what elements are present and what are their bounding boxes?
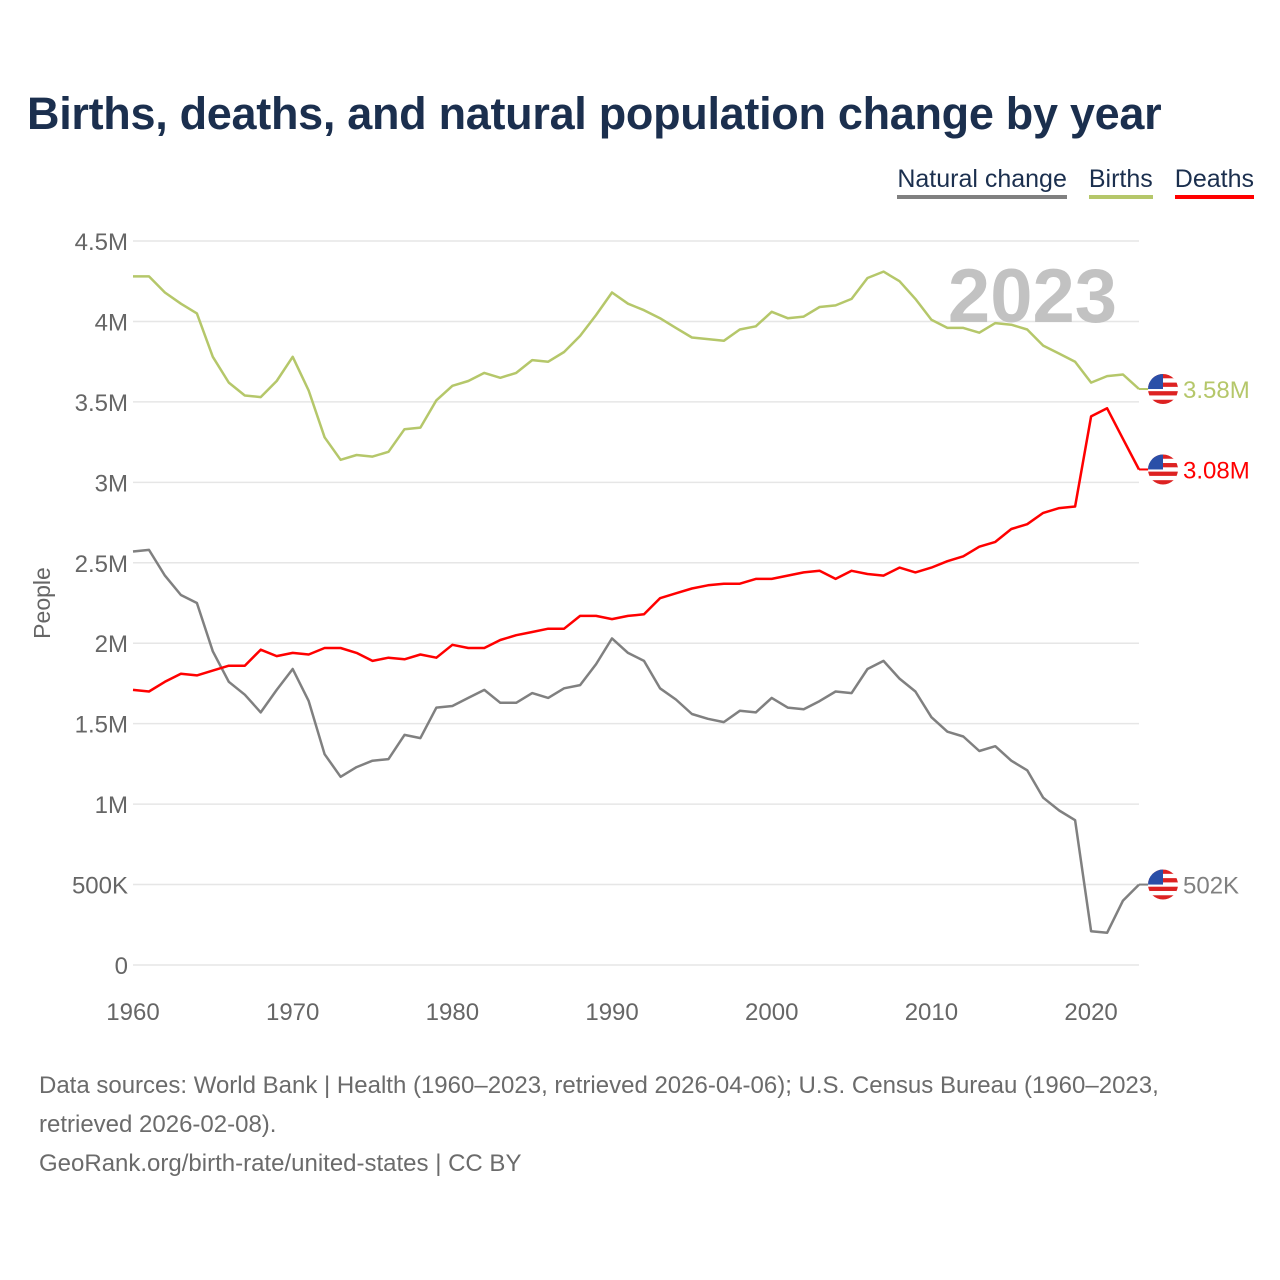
flag-body bbox=[1148, 374, 1178, 405]
flag-canton bbox=[1148, 374, 1163, 390]
flag-stripe bbox=[1148, 895, 1178, 900]
chart-title: Births, deaths, and natural population c… bbox=[27, 88, 1162, 139]
y-tick-label: 1.5M bbox=[75, 712, 128, 739]
legend-deaths[interactable]: Deaths bbox=[1174, 165, 1254, 199]
us-flag-icon bbox=[1148, 454, 1178, 485]
year-watermark: 2023 bbox=[948, 254, 1117, 339]
data-sources: Data sources: World Bank | Health (1960–… bbox=[39, 1072, 1159, 1138]
y-tick-label: 1M bbox=[95, 792, 128, 819]
y-tick-label: 4.5M bbox=[75, 229, 128, 256]
flag-stripe bbox=[1148, 890, 1178, 896]
y-tick-label: 4M bbox=[95, 309, 128, 336]
flag-body bbox=[1148, 454, 1178, 485]
flag-stripe bbox=[1148, 386, 1178, 392]
flag-stripe bbox=[1148, 475, 1178, 481]
series-line-natural-change bbox=[132, 548, 1140, 935]
x-tick-label: 2000 bbox=[745, 999, 798, 1026]
legend: Natural change Births Deaths bbox=[897, 165, 1254, 199]
y-tick-label: 2M bbox=[95, 631, 128, 658]
flag-stripe bbox=[1148, 882, 1178, 888]
flag-stripe bbox=[1148, 391, 1178, 396]
end-value-label: 3.08M bbox=[1183, 457, 1250, 484]
us-flag-icon bbox=[1148, 869, 1178, 900]
end-value-label: 3.58M bbox=[1183, 377, 1250, 404]
y-tick-label: 3M bbox=[95, 470, 128, 497]
y-axis-label: People bbox=[29, 567, 55, 639]
footer: Data sources: World Bank | Health (1960–… bbox=[39, 1066, 1249, 1183]
credit: GeoRank.org/birth-rate/united-states | C… bbox=[39, 1150, 522, 1177]
flag-canton bbox=[1148, 454, 1163, 470]
flag-stripe bbox=[1148, 480, 1178, 485]
flag-stripe bbox=[1148, 395, 1178, 401]
flag-canton bbox=[1148, 869, 1163, 885]
y-tick-label: 0 bbox=[115, 953, 128, 980]
y-tick-label: 500K bbox=[72, 873, 128, 900]
x-tick-label: 2020 bbox=[1064, 999, 1117, 1026]
legend-natural-change[interactable]: Natural change bbox=[897, 165, 1067, 199]
x-tick-label: 2010 bbox=[905, 999, 958, 1026]
flag-body bbox=[1148, 869, 1178, 900]
flag-stripe bbox=[1148, 471, 1178, 477]
x-tick-label: 1960 bbox=[106, 999, 159, 1026]
y-tick-label: 3.5M bbox=[75, 390, 128, 417]
end-value-label: 502K bbox=[1183, 873, 1239, 900]
y-tick-label: 2.5M bbox=[75, 551, 128, 578]
x-tick-label: 1970 bbox=[266, 999, 319, 1026]
legend-births[interactable]: Births bbox=[1088, 165, 1153, 199]
flag-stripe bbox=[1148, 399, 1178, 405]
flag-stripe bbox=[1148, 886, 1178, 892]
series-line-births bbox=[133, 270, 1140, 462]
us-flag-icon bbox=[1148, 374, 1178, 405]
x-tick-label: 1980 bbox=[426, 999, 479, 1026]
x-tick-label: 1990 bbox=[585, 999, 638, 1026]
flag-stripe bbox=[1148, 467, 1178, 473]
series-line-deaths bbox=[132, 407, 1141, 693]
